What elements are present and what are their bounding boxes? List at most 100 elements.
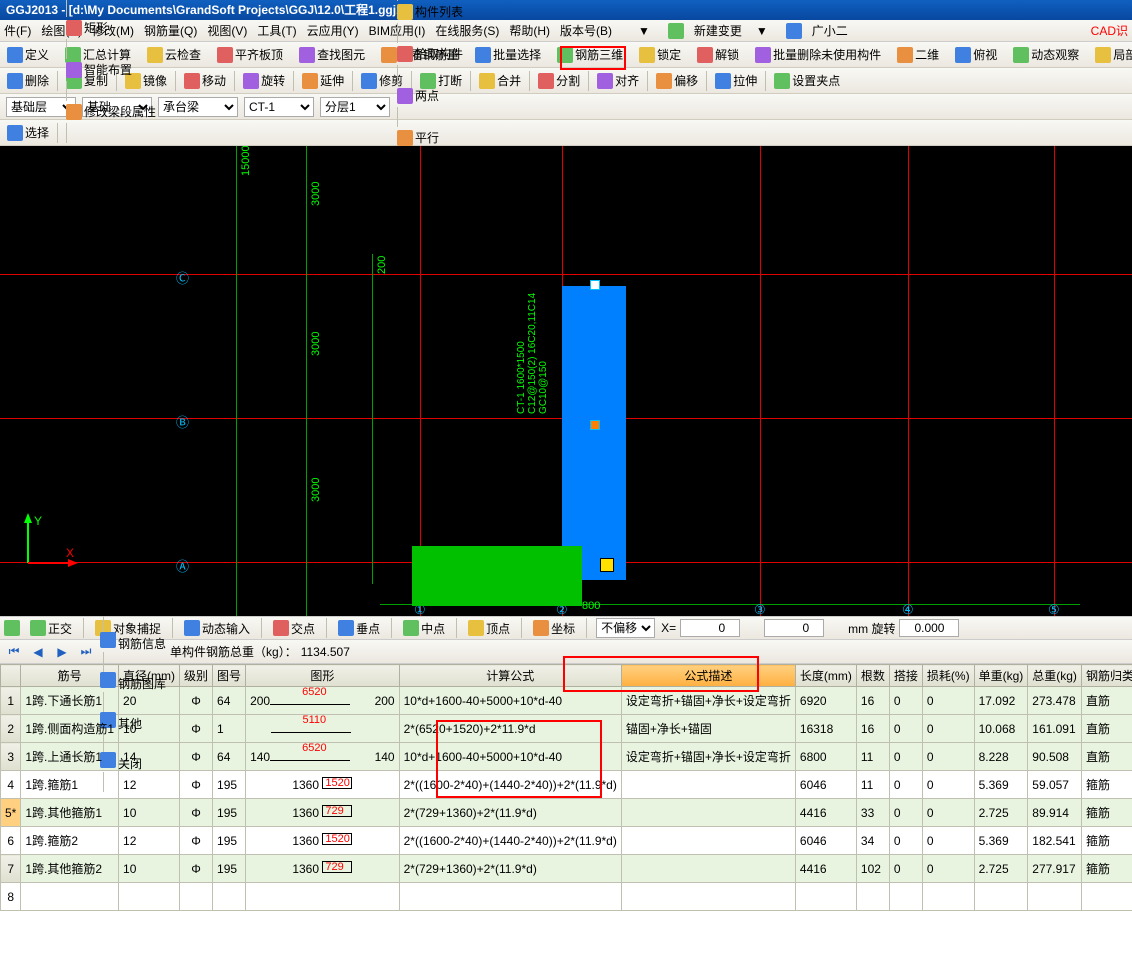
menu-item[interactable]: 云应用(Y) xyxy=(307,24,359,38)
tb2-btn[interactable]: 拉伸 xyxy=(712,70,760,92)
blue-member[interactable] xyxy=(562,286,626,580)
nav-first[interactable]: ⏮ xyxy=(6,644,22,660)
tb1-btn[interactable]: 二维 xyxy=(894,44,942,66)
svg-text:X: X xyxy=(66,546,74,560)
tb4-btn[interactable]: 矩形 xyxy=(63,17,171,39)
tb1-btn[interactable]: 局部三维 xyxy=(1092,44,1132,66)
tool-icon xyxy=(557,47,573,63)
tool-icon xyxy=(755,47,771,63)
status-btn[interactable]: 交点 xyxy=(269,618,319,638)
layer-combo[interactable]: 分层1 xyxy=(320,97,390,117)
green-member[interactable] xyxy=(412,546,582,606)
tool-icon xyxy=(397,46,413,62)
tb1-btn[interactable]: 动态观察 xyxy=(1010,44,1082,66)
status-btn[interactable]: 坐标 xyxy=(529,618,579,638)
total-weight-label: 单构件钢筋总重（kg）： xyxy=(170,643,297,660)
tool-icon xyxy=(1095,47,1111,63)
tool-icon xyxy=(774,73,790,89)
menu-item[interactable]: 版本号(B) xyxy=(560,24,612,38)
status-btn[interactable]: 垂点 xyxy=(334,618,384,638)
tool-icon xyxy=(243,73,259,89)
status-bar: 正交对象捕捉动态输入交点垂点中点顶点坐标不偏移X=mm 旋转 xyxy=(0,616,1132,640)
rebar-table[interactable]: 筋号直径(mm)级别图号图形计算公式公式描述长度(mm)根数搭接损耗(%)单重(… xyxy=(0,664,1132,924)
toolbar-5: ⏮ ◀ ▶ ⏭ 插入删除缩尺配筋钢筋信息钢筋图库其他关闭 单构件钢筋总重（kg）… xyxy=(0,640,1132,664)
table-row[interactable]: 5* 1跨.其他箍筋110Φ195 1360 729 2*(729+1360)+… xyxy=(1,799,1132,827)
table-row[interactable]: 8 xyxy=(1,883,1132,911)
col-header[interactable]: 计算公式 xyxy=(399,665,621,687)
tb3-btn[interactable]: 两点 xyxy=(394,85,466,107)
tb1-btn[interactable]: 钢筋三维 xyxy=(554,44,626,66)
tb3-btn[interactable]: 拾取构件 xyxy=(394,43,466,65)
tool-icon xyxy=(184,73,200,89)
select-button[interactable]: 选择 xyxy=(4,122,52,144)
col-header[interactable]: 搭接 xyxy=(889,665,922,687)
tb2-btn[interactable]: 延伸 xyxy=(299,70,347,92)
tb1-btn[interactable]: 定义 xyxy=(4,44,52,66)
new-change-icon xyxy=(668,23,684,39)
tb2-btn[interactable]: 旋转 xyxy=(240,70,288,92)
tb3-btn[interactable]: 构件列表 xyxy=(394,1,466,23)
tb2-btn[interactable]: 偏移 xyxy=(653,70,701,92)
tool-icon xyxy=(397,88,413,104)
rot-input[interactable] xyxy=(899,619,959,637)
col-header[interactable]: 直径(mm) xyxy=(119,665,180,687)
col-header[interactable]: 单重(kg) xyxy=(974,665,1028,687)
toolbar-4: 选择 直线点加长度三点画弧矩形智能布置修改梁段属性原位标注重提梁跨梁跨数据复制批… xyxy=(0,120,1132,146)
nav-prev[interactable]: ◀ xyxy=(30,644,46,660)
tb1-btn[interactable]: 俯视 xyxy=(952,44,1000,66)
tb4-btn[interactable]: 修改梁段属性 xyxy=(63,101,171,123)
table-row[interactable]: 6 1跨.箍筋212Φ195 1360 1520 2*((1600-2*40)+… xyxy=(1,827,1132,855)
tool-icon xyxy=(538,73,554,89)
tb1-btn[interactable]: 批量删除未使用构件 xyxy=(752,44,884,66)
tb2-btn[interactable]: 合并 xyxy=(476,70,524,92)
menu-item[interactable]: 视图(V) xyxy=(207,24,247,38)
col-header[interactable]: 图号 xyxy=(213,665,246,687)
tb2-btn[interactable]: 设置夹点 xyxy=(771,70,843,92)
y-input[interactable] xyxy=(764,619,824,637)
status-btn[interactable]: 正交 xyxy=(26,618,76,638)
tb2-btn[interactable]: 移动 xyxy=(181,70,229,92)
col-header[interactable]: 图形 xyxy=(246,665,400,687)
col-header[interactable]: 损耗(%) xyxy=(922,665,974,687)
col-header[interactable] xyxy=(1,665,21,687)
status-btn[interactable]: 顶点 xyxy=(464,618,514,638)
x-input[interactable] xyxy=(680,619,740,637)
offset-combo[interactable]: 不偏移 xyxy=(596,618,655,638)
table-row[interactable]: 1 1跨.下通长筋120Φ64 2006520200 10*d+1600-40+… xyxy=(1,687,1132,715)
col-header[interactable]: 钢筋归类 xyxy=(1081,665,1132,687)
col-header[interactable]: 根数 xyxy=(856,665,889,687)
table-row[interactable]: 4 1跨.箍筋112Φ195 1360 1520 2*((1600-2*40)+… xyxy=(1,771,1132,799)
tb1-btn[interactable]: 平齐板顶 xyxy=(214,44,286,66)
menu-item[interactable]: 件(F) xyxy=(4,24,31,38)
member-combo[interactable]: CT-1 xyxy=(244,97,314,117)
tb4-btn[interactable]: 智能布置 xyxy=(63,59,171,81)
table-row[interactable]: 3 1跨.上通长筋114Φ64 1406520140 10*d+1600-40+… xyxy=(1,743,1132,771)
tb1-btn[interactable]: 解锁 xyxy=(694,44,742,66)
tool-icon xyxy=(897,47,913,63)
col-header[interactable]: 长度(mm) xyxy=(795,665,856,687)
col-header[interactable]: 级别 xyxy=(180,665,213,687)
nav-next[interactable]: ▶ xyxy=(54,644,70,660)
tb1-btn[interactable]: 锁定 xyxy=(636,44,684,66)
table-row[interactable]: 2 1跨.侧面构造筋110Φ1 5110 2*(6520+1520)+2*11.… xyxy=(1,715,1132,743)
tool-icon xyxy=(397,130,413,146)
status-btn[interactable]: 动态输入 xyxy=(180,618,254,638)
tool-icon xyxy=(299,47,315,63)
tb1-btn[interactable]: 批量选择 xyxy=(472,44,544,66)
tb1-btn[interactable]: 查找图元 xyxy=(296,44,368,66)
tb2-btn[interactable]: 分割 xyxy=(535,70,583,92)
tb5-btn[interactable]: 钢筋信息 xyxy=(100,632,166,652)
status-btn[interactable]: 中点 xyxy=(399,618,449,638)
table-row[interactable]: 7 1跨.其他箍筋210Φ195 1360 729 2*(729+1360)+2… xyxy=(1,855,1132,883)
menu-item[interactable]: 帮助(H) xyxy=(509,24,550,38)
tb2-btn[interactable]: 删除 xyxy=(4,70,52,92)
drawing-canvas[interactable]: 15000 3000 200 3000 3000 800 Ⓒ Ⓑ Ⓐ ① ② ③… xyxy=(0,146,1132,616)
menu-item[interactable]: 工具(T) xyxy=(257,24,296,38)
tool-icon xyxy=(7,47,23,63)
col-header[interactable]: 公式描述 xyxy=(621,665,795,687)
user-name: 广小二 xyxy=(812,22,848,39)
col-header[interactable]: 总重(kg) xyxy=(1028,665,1082,687)
nav-last[interactable]: ⏭ xyxy=(78,644,94,660)
tb2-btn[interactable]: 对齐 xyxy=(594,70,642,92)
new-change[interactable]: 新建变更 xyxy=(694,22,742,39)
